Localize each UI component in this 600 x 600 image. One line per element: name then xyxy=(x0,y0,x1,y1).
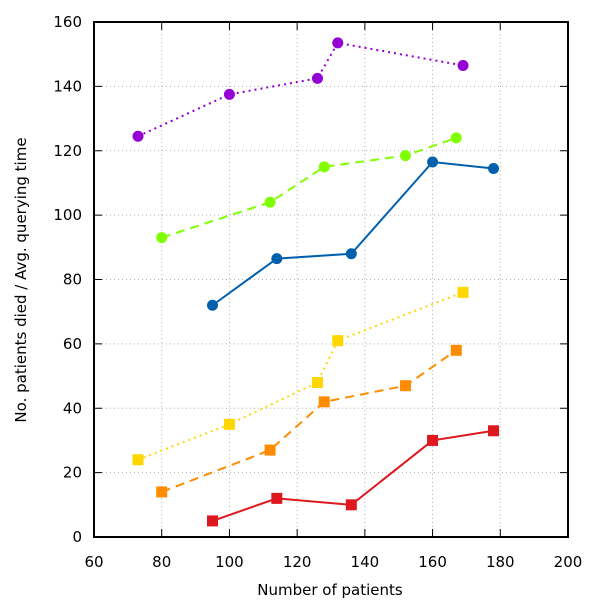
data-point xyxy=(345,499,357,511)
y-tick-label: 140 xyxy=(53,77,82,95)
y-tick-label: 160 xyxy=(53,13,82,31)
y-axis-label: No. patients died / Avg. querying time xyxy=(12,137,30,422)
series-yellow-squares-dotted xyxy=(132,286,469,466)
y-tick-label: 40 xyxy=(63,399,82,417)
series-layer xyxy=(132,37,500,527)
data-point xyxy=(399,380,411,392)
data-point xyxy=(345,248,357,260)
x-tick-label: 120 xyxy=(283,553,312,571)
series-line xyxy=(161,136,457,239)
y-tick-label: 80 xyxy=(63,271,82,289)
axis-ticks: 60 80 100 120 140 160 180 200 0 20 40 60 80 100 120 140… xyxy=(53,13,582,571)
series-line xyxy=(137,41,464,138)
data-point xyxy=(271,492,283,504)
data-point xyxy=(450,344,462,356)
data-point xyxy=(450,132,462,144)
series-blue-circles-solid xyxy=(207,156,500,311)
x-axis-label: Number of patients xyxy=(257,581,403,599)
data-point xyxy=(427,156,439,168)
data-point xyxy=(207,515,218,527)
y-tick-label: 0 xyxy=(72,528,82,546)
series-line xyxy=(211,160,494,307)
y-tick-label: 100 xyxy=(53,206,82,224)
data-point xyxy=(223,418,235,430)
data-point xyxy=(318,161,330,173)
data-point xyxy=(457,59,469,71)
data-point xyxy=(207,299,218,311)
data-point xyxy=(271,253,283,265)
series-line xyxy=(137,291,464,461)
y-tick-label: 120 xyxy=(53,142,82,160)
x-tick-label: 80 xyxy=(152,553,171,571)
x-tick-label: 180 xyxy=(486,553,515,571)
x-tick-label: 140 xyxy=(351,553,380,571)
grid-lines xyxy=(94,22,568,537)
data-point xyxy=(488,425,500,437)
series-purple-circles-dotted xyxy=(132,37,469,142)
series-line xyxy=(161,349,457,493)
series-orange-squares-dashed xyxy=(156,344,462,498)
data-point xyxy=(427,434,439,446)
series-green-circles-dashed xyxy=(156,132,462,244)
y-tick-label: 60 xyxy=(63,335,82,353)
data-point xyxy=(332,37,344,49)
x-tick-label: 200 xyxy=(554,553,583,571)
x-tick-label: 100 xyxy=(215,553,244,571)
x-tick-label: 160 xyxy=(418,553,447,571)
data-point xyxy=(132,130,144,142)
data-point xyxy=(318,396,330,408)
data-point xyxy=(311,377,323,388)
data-point xyxy=(156,232,168,244)
data-point xyxy=(332,335,344,347)
data-point xyxy=(399,150,411,162)
data-point xyxy=(264,196,276,208)
data-point xyxy=(156,486,168,498)
data-point xyxy=(264,444,276,456)
y-tick-label: 20 xyxy=(63,464,82,482)
x-tick-label: 60 xyxy=(84,553,103,571)
series-red-squares-solid xyxy=(207,425,500,527)
data-point xyxy=(311,72,323,84)
data-point xyxy=(488,162,500,174)
data-point xyxy=(457,286,469,298)
data-point xyxy=(223,88,235,100)
data-point xyxy=(132,454,144,466)
